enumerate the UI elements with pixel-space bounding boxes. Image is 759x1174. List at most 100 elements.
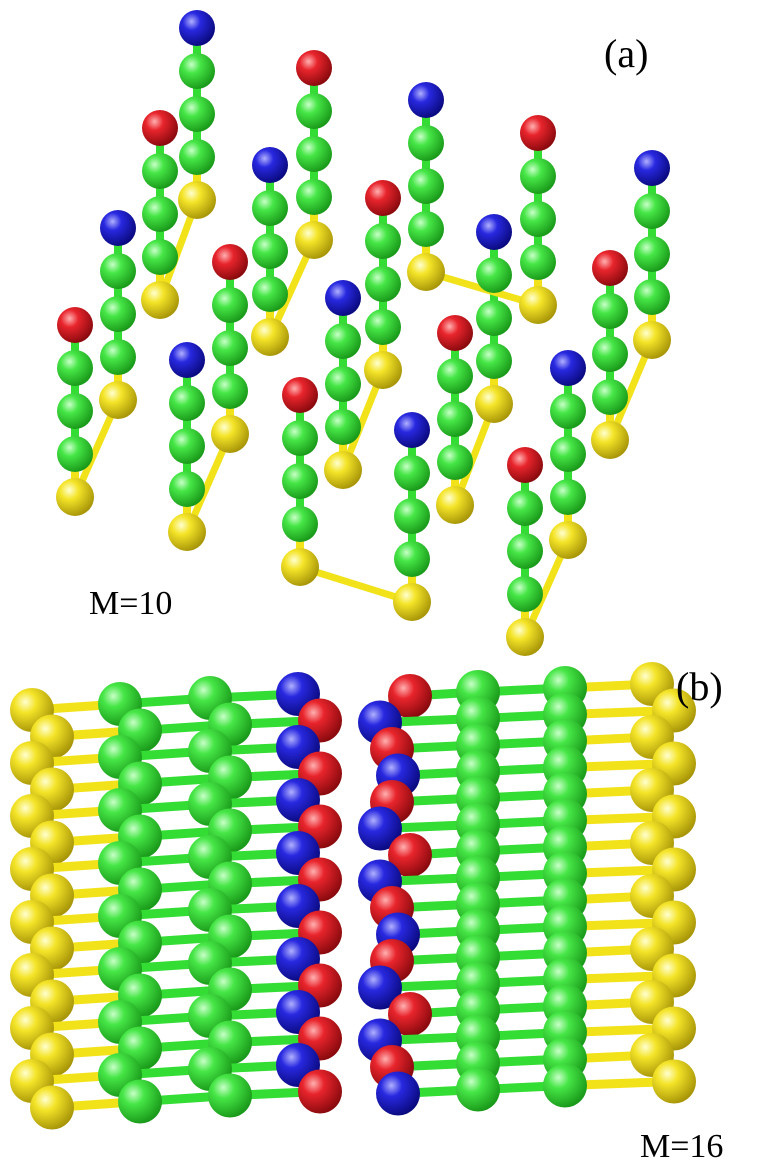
yellow-bead	[141, 281, 179, 319]
green-bead	[365, 223, 401, 259]
green-bead	[325, 366, 361, 402]
green-bead	[543, 1063, 587, 1108]
blue-bead	[634, 150, 670, 186]
yellow-bead	[178, 181, 216, 219]
yellow-bead	[652, 1059, 696, 1104]
green-bead	[212, 373, 248, 409]
red-bead	[388, 674, 432, 718]
red-bead	[142, 110, 178, 146]
green-bead	[212, 330, 248, 366]
yellow-bead	[519, 286, 557, 324]
green-bead	[325, 409, 361, 445]
yellow-bead	[393, 583, 431, 621]
green-bead	[520, 244, 556, 280]
blue-bead	[169, 342, 205, 378]
green-bead	[437, 444, 473, 480]
green-bead	[169, 471, 205, 507]
red-bead	[298, 1069, 342, 1114]
green-bead	[394, 455, 430, 491]
yellow-bead	[436, 486, 474, 524]
green-bead	[142, 196, 178, 232]
green-bead	[365, 266, 401, 302]
red-bead	[296, 50, 332, 86]
green-bead	[282, 506, 318, 542]
green-bead	[394, 498, 430, 534]
green-bead	[550, 393, 586, 429]
red-bead	[212, 244, 248, 280]
yellow-bead	[99, 381, 137, 419]
green-bead	[100, 296, 136, 332]
yellow-bead	[56, 478, 94, 516]
yellow-bead	[251, 318, 289, 356]
green-bead	[282, 420, 318, 456]
green-bead	[142, 153, 178, 189]
blue-bead	[550, 350, 586, 386]
green-bead	[408, 168, 444, 204]
green-bead	[476, 257, 512, 293]
green-bead	[142, 239, 178, 275]
green-bead	[507, 533, 543, 569]
green-bead	[252, 276, 288, 312]
panel-b-tag: (b)	[676, 664, 723, 709]
yellow-bead	[281, 548, 319, 586]
blue-bead	[358, 806, 402, 851]
red-bead	[57, 307, 93, 343]
green-bead	[296, 179, 332, 215]
green-bead	[634, 279, 670, 315]
yellow-bead	[549, 521, 587, 559]
red-bead	[388, 992, 432, 1036]
blue-bead	[358, 965, 402, 1010]
blue-bead	[325, 280, 361, 316]
green-bead	[507, 490, 543, 526]
green-bead	[408, 211, 444, 247]
green-bead	[118, 1079, 162, 1124]
yellow-bead	[324, 451, 362, 489]
green-bead	[296, 93, 332, 129]
green-bead	[476, 300, 512, 336]
green-bead	[456, 1067, 500, 1112]
green-bead	[179, 139, 215, 175]
red-bead	[507, 447, 543, 483]
green-bead	[507, 576, 543, 612]
green-bead	[634, 236, 670, 272]
red-bead	[282, 377, 318, 413]
blue-bead	[476, 214, 512, 250]
green-bead	[476, 343, 512, 379]
blue-bead	[179, 10, 215, 46]
yellow-bead	[211, 415, 249, 453]
yellow-bead	[475, 385, 513, 423]
green-bead	[634, 193, 670, 229]
panel-a-vertical-chains	[56, 10, 671, 656]
yellow-bead	[295, 221, 333, 259]
red-bead	[592, 250, 628, 286]
green-bead	[282, 463, 318, 499]
green-bead	[520, 201, 556, 237]
panel-a-tag: (a)	[604, 31, 649, 76]
green-bead	[57, 350, 93, 386]
tail-link	[298, 563, 414, 606]
green-bead	[252, 190, 288, 226]
yellow-bead	[168, 513, 206, 551]
green-bead	[437, 358, 473, 394]
blue-bead	[376, 1071, 420, 1116]
green-bead	[394, 541, 430, 577]
yellow-bead	[407, 253, 445, 291]
yellow-bead	[30, 1085, 74, 1130]
blue-bead	[252, 147, 288, 183]
yellow-bead	[633, 321, 671, 359]
blue-bead	[408, 82, 444, 118]
green-bead	[100, 339, 136, 375]
green-bead	[520, 158, 556, 194]
green-bead	[208, 1073, 252, 1118]
green-bead	[325, 323, 361, 359]
tail-link	[425, 268, 539, 309]
blue-bead	[394, 412, 430, 448]
green-bead	[408, 125, 444, 161]
green-bead	[592, 379, 628, 415]
green-bead	[57, 393, 93, 429]
blue-bead	[100, 210, 136, 246]
yellow-bead	[364, 351, 402, 389]
panel-b-bilayer-chains	[10, 662, 696, 1130]
green-bead	[169, 385, 205, 421]
